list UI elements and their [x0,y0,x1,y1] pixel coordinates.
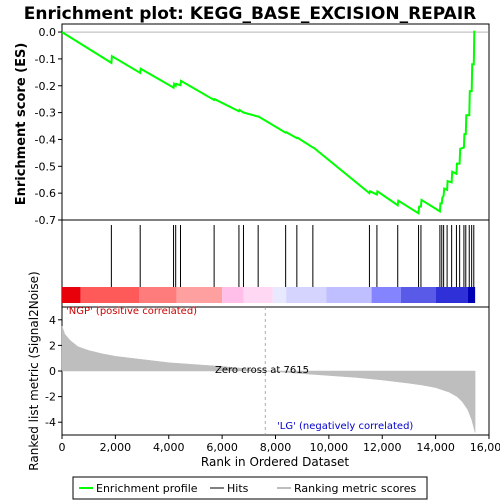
legend-label-hits: Hits [227,482,249,495]
gradient-segment [401,287,436,303]
metric-y-tick-label: 0 [49,365,56,378]
es-y-tick-label: -0.4 [35,133,56,146]
es-y-tick-label: -0.1 [35,53,56,66]
es-y-tick-label: -0.2 [35,80,56,93]
metric-y-tick-label: -2 [45,391,56,404]
gradient-segment [273,287,286,303]
x-tick-label: 10,000 [310,441,349,454]
x-tick-label: 8,000 [260,441,292,454]
gradient-segment [243,287,272,303]
gradient-segment [372,287,401,303]
gradient-segment [81,287,140,303]
es-y-tick-label: -0.3 [35,107,56,120]
gradient-segment [326,287,371,303]
legend-label-ranking-metric: Ranking metric scores [294,482,416,495]
negative-correlation-label: 'LG' (negatively correlated) [277,421,413,432]
gradient-segment [177,287,222,303]
chart-title: Enrichment plot: KEGG_BASE_EXCISION_REPA… [24,4,477,24]
gradient-segment [62,287,81,303]
gradient-segment [286,287,326,303]
gradient-segment [436,287,468,303]
legend-label-enrichment-profile: Enrichment profile [96,482,198,495]
legend: Enrichment profile Hits Ranking metric s… [73,477,427,499]
x-tick-label: 4,000 [153,441,185,454]
zero-cross-label: Zero cross at 7615 [215,365,309,376]
x-tick-label: 2,000 [100,441,132,454]
metric-y-tick-label: 2 [49,339,56,352]
metric-y-tick-label: 4 [49,314,56,327]
x-tick-label: 0 [59,441,66,454]
es-y-tick-label: -0.5 [35,160,56,173]
x-tick-label: 16,000 [470,441,500,454]
metric-y-axis-label: Ranked list metric (Signal2Noise) [27,271,41,470]
x-axis-label: Rank in Ordered Dataset [201,455,349,469]
gradient-segment [222,287,243,303]
gradient-segment [468,287,475,303]
positive-correlation-label: 'NGP' (positive correlated) [66,306,197,317]
ranking-gradient-bar [62,287,475,303]
es-y-axis-label: Enrichment score (ES) [14,43,29,206]
x-tick-label: 14,000 [416,441,455,454]
es-y-tick-label: -0.6 [35,187,56,200]
x-tick-label: 12,000 [363,441,402,454]
gradient-segment [139,287,176,303]
es-y-tick-label: 0.0 [39,26,57,39]
es-y-tick-label: -0.7 [35,214,56,227]
x-tick-label: 6,000 [206,441,238,454]
metric-y-tick-label: -4 [45,416,56,429]
